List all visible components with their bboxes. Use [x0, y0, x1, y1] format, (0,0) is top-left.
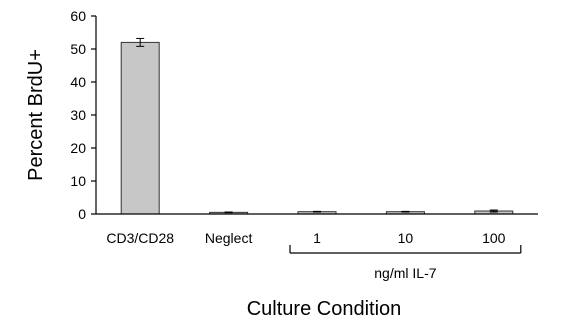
bar [120, 41, 160, 215]
y-tick-label: 10 [70, 173, 86, 189]
y-tick-label: 20 [70, 140, 86, 156]
y-axis-title: Percent BrdU+ [25, 49, 47, 181]
x-tick-label: CD3/CD28 [106, 230, 174, 246]
y-tick-label: 50 [70, 41, 86, 57]
il7-group-label: ng/ml IL-7 [374, 265, 436, 281]
x-axis-title: Culture Condition [247, 298, 402, 320]
x-tick-label: Neglect [205, 230, 253, 246]
y-tick-label: 40 [70, 74, 86, 90]
y-tick-label: 30 [70, 107, 86, 123]
y-tick-label: 0 [78, 206, 86, 222]
il7-group-bracket [289, 245, 522, 254]
x-tick-label: 10 [398, 230, 414, 246]
x-axis-tick-labels: CD3/CD28 Neglect 1 10 100 [106, 230, 505, 246]
x-tick-label: 100 [482, 230, 506, 246]
y-axis-ticks: 0 10 20 30 40 50 60 [70, 8, 96, 222]
x-tick-label: 1 [313, 230, 321, 246]
bars [120, 37, 514, 215]
y-tick-label: 60 [70, 8, 86, 24]
